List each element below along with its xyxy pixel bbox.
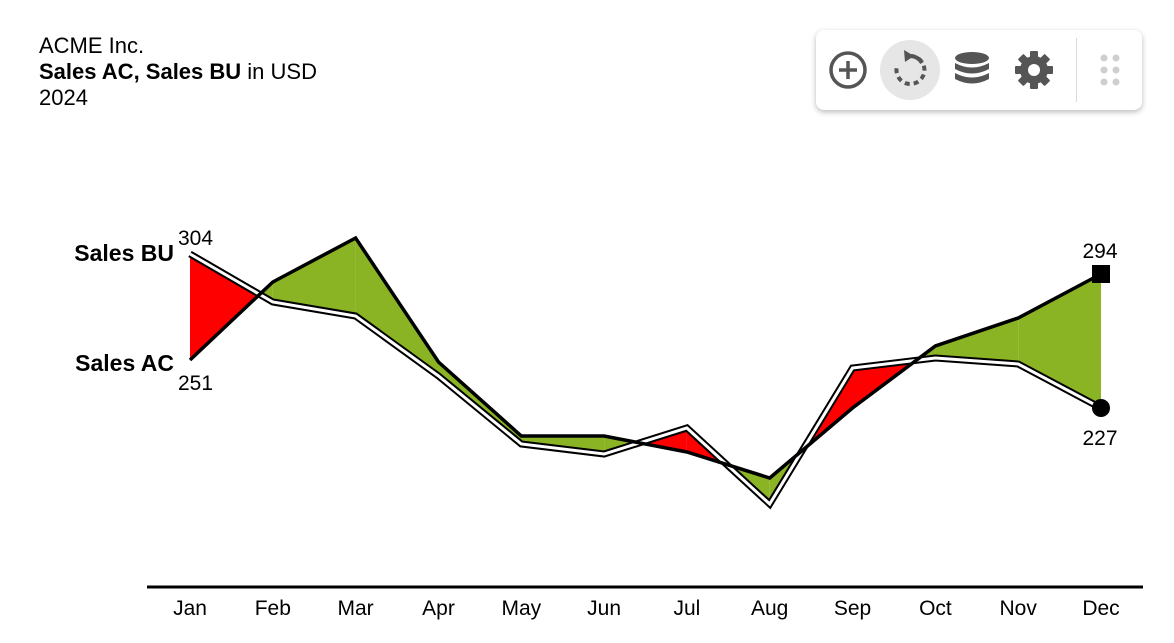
measures-label: Sales AC, Sales BU xyxy=(39,59,242,84)
x-tick-label: Oct xyxy=(919,597,952,620)
period-label: 2024 xyxy=(39,85,88,110)
series-label-ac: Sales AC xyxy=(75,350,174,376)
x-tick-label: Mar xyxy=(338,597,374,620)
series-end-markers xyxy=(1092,265,1110,417)
x-tick-label: May xyxy=(501,597,541,620)
chart-toolbar xyxy=(816,30,1142,110)
x-tick-label: Sep xyxy=(834,597,871,620)
x-tick-label: Nov xyxy=(1000,597,1038,620)
refresh-button[interactable] xyxy=(880,40,940,100)
x-tick-label: Jan xyxy=(173,597,207,620)
x-tick-label: Jun xyxy=(587,597,621,620)
variance-areas xyxy=(190,238,1101,504)
toolbar-divider xyxy=(1076,38,1077,102)
data-label-bu-last: 227 xyxy=(1082,427,1117,450)
sales-ac-line xyxy=(188,235,1102,480)
sales-bu-end-marker xyxy=(1092,399,1110,417)
variance-area xyxy=(190,254,260,360)
zoom-in-button[interactable] xyxy=(818,40,878,100)
x-tick-label: Feb xyxy=(255,597,291,620)
data-label-bu-first: 304 xyxy=(178,227,213,250)
refresh-icon xyxy=(894,50,927,86)
sales-ac-end-marker xyxy=(1092,265,1110,283)
drag-handle-icon[interactable] xyxy=(1098,52,1122,88)
series-label-bu: Sales BU xyxy=(74,240,174,266)
x-tick-label: Apr xyxy=(422,597,455,620)
x-axis-tick-labels: Jan Feb Mar Apr May Jun Jul Aug Sep Oct Nov Dec xyxy=(173,597,1120,620)
x-tick-label: Dec xyxy=(1082,597,1119,620)
variance-area xyxy=(272,238,356,316)
data-label-ac-last: 294 xyxy=(1082,240,1117,263)
chart-header: ACME Inc. Sales AC, Sales BU in USD 2024 xyxy=(39,33,317,111)
variance-area xyxy=(935,318,1019,364)
sales-bu-line xyxy=(189,252,1102,507)
database-icon xyxy=(955,52,989,84)
chart-measures: Sales AC, Sales BU in USD xyxy=(39,59,317,85)
settings-icon xyxy=(1015,51,1053,89)
zoom-in-icon xyxy=(829,51,867,89)
data-label-ac-first: 251 xyxy=(178,372,213,395)
variance-area xyxy=(355,238,439,376)
x-tick-label: Aug xyxy=(751,597,788,620)
x-tick-label: Jul xyxy=(673,597,700,620)
settings-button[interactable] xyxy=(1004,40,1064,100)
company-name: ACME Inc. xyxy=(39,33,145,58)
database-button[interactable] xyxy=(942,40,1002,100)
unit-label: in USD xyxy=(241,59,317,84)
